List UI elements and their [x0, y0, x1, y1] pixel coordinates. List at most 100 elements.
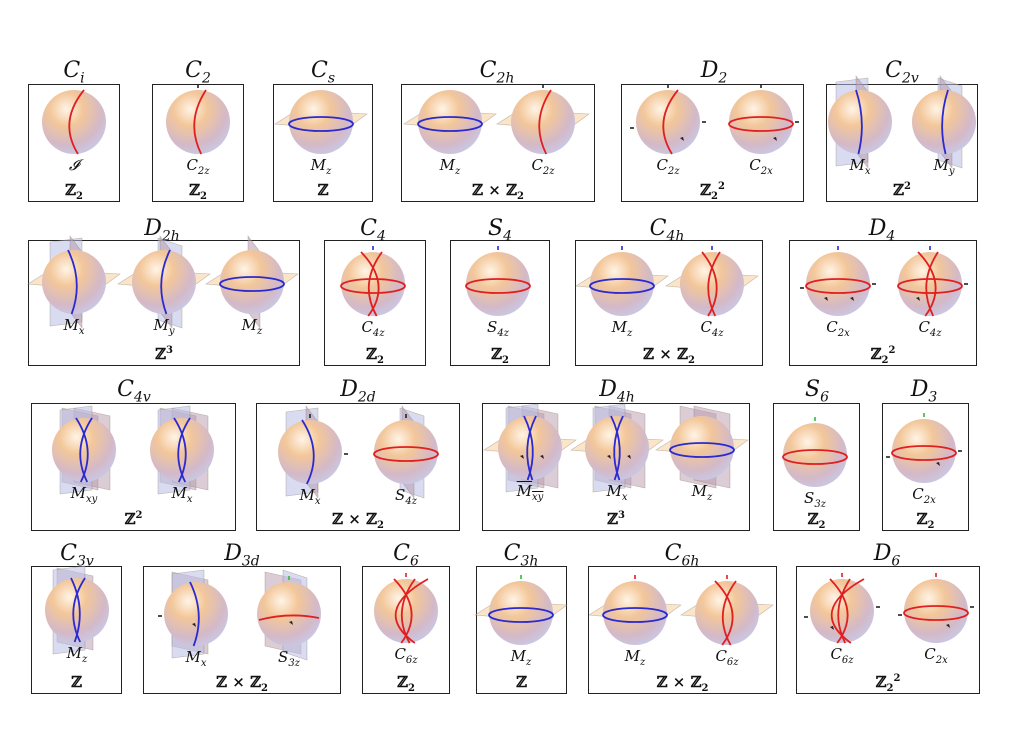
- sphere-d4x: [790, 236, 886, 336]
- operation-subscript: x: [78, 326, 85, 337]
- operation-label: Mz: [311, 158, 332, 177]
- sphere-mx: [812, 74, 908, 174]
- sphere-c3h: [473, 565, 569, 665]
- sphere-c2plane: [495, 74, 591, 174]
- group-name: D: [700, 58, 719, 83]
- operation-symbol: C: [186, 156, 198, 174]
- operation-symbol: C: [715, 647, 727, 665]
- invariant-subscript: 2: [376, 520, 384, 531]
- group-title-d2h: D2h: [144, 218, 180, 244]
- operation-subscript: x: [186, 494, 193, 505]
- group-title-c3h: C3h: [504, 543, 539, 570]
- group-title-c2: C2: [185, 60, 211, 86]
- operation-subscript: x: [314, 496, 321, 507]
- operation-label: C2z: [186, 158, 209, 177]
- invariant-subscript: 2: [687, 355, 695, 366]
- group-subscript: 4: [376, 228, 386, 245]
- operation-label: C2z: [531, 158, 554, 177]
- group-subscript: 3h: [520, 553, 539, 570]
- invariant-symbol: ℤ: [807, 510, 819, 528]
- group-name: D: [599, 377, 617, 402]
- operation-label: Mz: [440, 158, 461, 177]
- invariant-group-label: ℤ2: [366, 346, 384, 366]
- operation-subscript: 3z: [814, 499, 826, 510]
- operation-label: S3z: [278, 650, 300, 669]
- operation-label: Mz: [67, 646, 88, 665]
- invariant-group-label: ℤ22: [876, 674, 901, 694]
- sphere-ci: [26, 74, 122, 174]
- sphere-mxfull: [26, 234, 122, 334]
- group-name: C: [479, 58, 497, 83]
- group-title-cs: Cs: [311, 60, 335, 86]
- invariant-symbol: ℤ: [155, 345, 166, 363]
- operation-symbol: M: [241, 316, 258, 334]
- sphere-d2ds: [358, 404, 454, 504]
- group-subscript: 3d: [241, 553, 260, 570]
- invariant-group-label: ℤ2: [893, 182, 911, 202]
- invariant-group-label: ℤ2: [491, 346, 509, 366]
- invariant-group-label: ℤ: [318, 182, 329, 202]
- sphere-c4v: [36, 402, 132, 502]
- sphere-d4h: [569, 400, 665, 500]
- operation-subscript: 4z: [711, 328, 724, 339]
- operation-subscript: z: [627, 328, 633, 339]
- operation-symbol: M: [510, 647, 527, 665]
- operation-symbol: 𝓘: [68, 156, 80, 174]
- group-title-c6: C6: [393, 543, 419, 569]
- sphere-myfull: [116, 234, 212, 334]
- group-subscript: 4v: [134, 389, 151, 406]
- group-title-s4: S4: [488, 218, 512, 244]
- operation-symbol: M: [611, 318, 628, 336]
- operation-label: Mxy: [517, 484, 544, 503]
- sphere-mz4: [574, 236, 670, 336]
- invariant-subscript: 2: [407, 683, 415, 694]
- operation-subscript: 6z: [841, 655, 854, 666]
- invariant-group-label: ℤ2: [397, 674, 415, 694]
- invariant-symbol: ℤ: [65, 181, 76, 199]
- sphere-c4: [325, 236, 421, 336]
- invariant-superscript: 2: [888, 345, 896, 356]
- operation-subscript: 2z: [197, 166, 210, 177]
- sphere-d2x: [713, 74, 809, 174]
- group-name: S: [805, 377, 821, 402]
- invariant-subscript: 2: [818, 520, 826, 531]
- operation-symbol: M: [310, 156, 327, 174]
- group-subscript: 2h: [496, 70, 515, 87]
- operation-subscript: 2x: [923, 495, 936, 506]
- invariant-symbol: ℤ × ℤ: [656, 673, 702, 691]
- invariant-subscript: 2: [701, 683, 709, 694]
- group-subscript: 3: [928, 389, 938, 406]
- group-title-c6h: C6h: [665, 543, 700, 569]
- operation-subscript: z: [257, 326, 263, 337]
- operation-label: Mz: [242, 318, 263, 337]
- operation-label: Mx: [850, 158, 871, 177]
- group-name: C: [117, 377, 135, 402]
- sphere-d6z: [794, 563, 890, 663]
- operation-symbol: C: [361, 318, 373, 336]
- operation-symbol: C: [912, 485, 924, 503]
- invariant-group-label: ℤ2: [808, 511, 826, 531]
- operation-label: C2x: [749, 158, 773, 177]
- sphere-d4hz: [654, 400, 750, 500]
- operation-subscript: xy: [86, 494, 98, 505]
- operation-symbol: M: [185, 648, 201, 666]
- operation-subscript: 2x: [837, 328, 850, 339]
- operation-subscript: x: [864, 166, 871, 177]
- group-title-d4h: D4h: [599, 377, 635, 405]
- operation-symbol: C: [918, 318, 930, 336]
- operation-label: Mx: [64, 318, 85, 337]
- operation-label: C4z: [361, 320, 384, 339]
- group-name: C: [360, 216, 377, 241]
- invariant-group-label: ℤ: [516, 674, 527, 694]
- group-subscript: i: [80, 70, 85, 87]
- invariant-subscript: 2: [75, 191, 83, 202]
- operation-symbol: S: [487, 318, 498, 336]
- sphere-mz: [402, 74, 498, 174]
- operation-symbol: C: [656, 156, 668, 174]
- group-title-d3: D3: [911, 379, 938, 406]
- operation-subscript: y: [948, 166, 955, 177]
- invariant-group-label: ℤ × ℤ2: [657, 674, 709, 694]
- operation-label: Mx: [172, 486, 193, 505]
- operation-subscript: 2x: [935, 655, 948, 666]
